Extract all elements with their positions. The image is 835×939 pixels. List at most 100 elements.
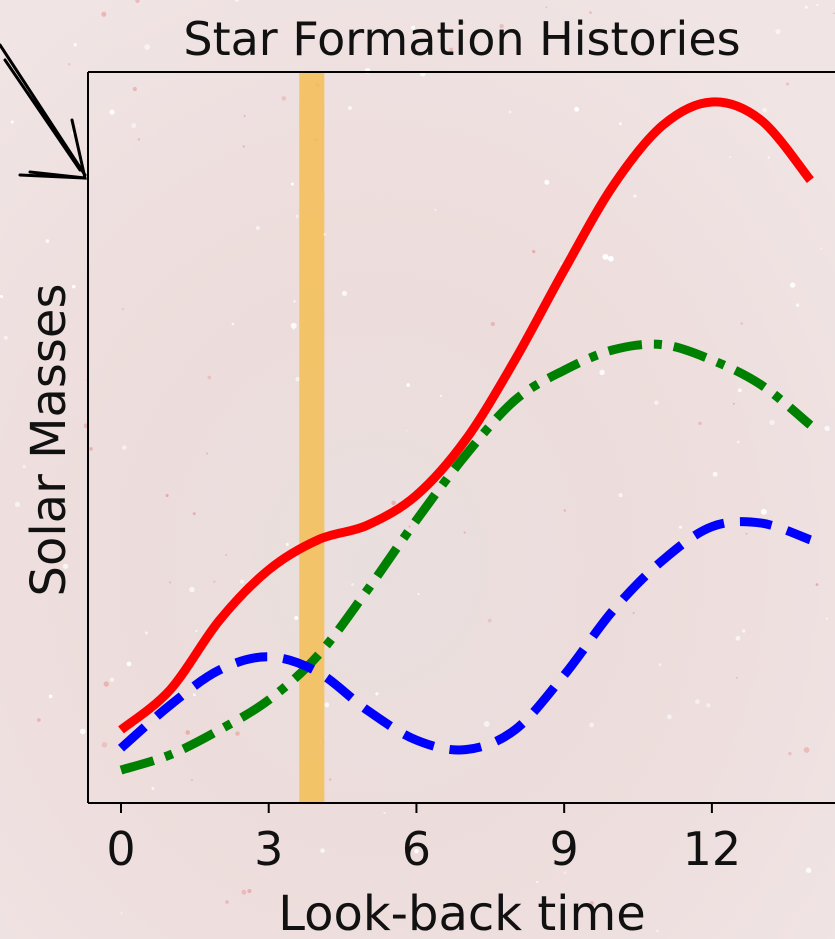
star [239, 579, 244, 584]
star [815, 583, 819, 586]
star [417, 592, 420, 596]
series-line [119, 339, 814, 775]
series-line [118, 517, 812, 755]
star [213, 580, 216, 583]
star [62, 563, 69, 569]
star [406, 383, 410, 387]
x-tick-label: 12 [683, 822, 742, 876]
star [589, 722, 595, 728]
star [414, 848, 419, 854]
star [3, 335, 8, 340]
star [185, 730, 191, 735]
star [36, 718, 41, 722]
star [45, 239, 50, 244]
star [14, 501, 21, 507]
star [225, 900, 229, 904]
star [131, 122, 137, 129]
star [235, 0, 239, 2]
star [532, 250, 536, 254]
star [324, 702, 330, 708]
highlight-span [299, 72, 325, 803]
chart-title: Star Formation Histories [183, 12, 740, 66]
star [281, 96, 287, 101]
star [241, 889, 247, 895]
star [320, 848, 325, 854]
star [735, 635, 741, 641]
star [536, 880, 539, 883]
star [742, 629, 746, 633]
star [169, 581, 172, 584]
star [137, 138, 141, 141]
star [602, 253, 609, 260]
star [192, 693, 196, 697]
star [120, 912, 123, 915]
star [408, 525, 411, 528]
star [574, 106, 580, 112]
star [544, 179, 550, 185]
star [207, 375, 212, 380]
star [775, 29, 781, 35]
star [192, 512, 196, 516]
star [411, 47, 414, 51]
x-axis-label: Look-back time [278, 886, 646, 939]
star [499, 24, 504, 29]
star [255, 225, 260, 230]
star [785, 82, 790, 86]
star [294, 615, 299, 621]
star [666, 714, 672, 720]
star [712, 471, 718, 477]
star [290, 182, 294, 186]
star [736, 440, 740, 444]
star [290, 322, 297, 329]
star [89, 447, 93, 451]
star [788, 751, 792, 756]
star [678, 525, 682, 529]
star [654, 400, 659, 406]
star [599, 369, 605, 376]
star [48, 694, 53, 699]
star [145, 631, 148, 635]
star [67, 62, 71, 66]
star [295, 214, 299, 218]
star [71, 284, 76, 289]
star [656, 929, 659, 932]
star [449, 47, 454, 52]
star [608, 255, 614, 262]
star [285, 542, 289, 547]
star [151, 787, 155, 790]
star [706, 703, 711, 708]
star [295, 376, 300, 382]
star [411, 25, 416, 30]
star [490, 321, 496, 327]
star [235, 731, 240, 736]
star [803, 747, 810, 753]
star [804, 5, 809, 10]
star [487, 618, 492, 623]
star [242, 145, 245, 148]
star [463, 531, 466, 534]
star [698, 421, 702, 426]
star [121, 307, 124, 311]
star [618, 493, 623, 498]
star [434, 208, 437, 211]
star [347, 105, 353, 111]
star [101, 742, 108, 748]
star [375, 692, 379, 696]
star [0, 295, 4, 299]
star [195, 629, 198, 633]
star [805, 867, 812, 874]
star [832, 12, 835, 15]
star [545, 6, 548, 9]
star [735, 676, 738, 679]
star [769, 419, 775, 426]
star [101, 11, 107, 17]
star [824, 425, 830, 432]
star [73, 43, 78, 47]
star [427, 31, 432, 35]
star [383, 811, 386, 814]
star [633, 194, 637, 198]
star [341, 290, 348, 296]
star [553, 861, 556, 864]
star [190, 778, 194, 782]
